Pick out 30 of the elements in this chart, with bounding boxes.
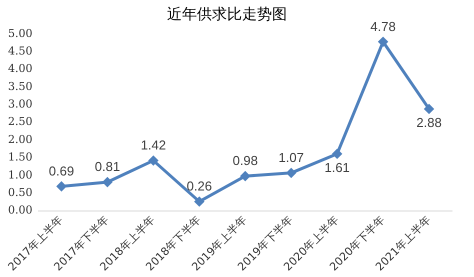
point <box>332 148 342 159</box>
data-label: 1.07 <box>278 150 304 166</box>
point <box>286 168 296 178</box>
data-label: 2.88 <box>416 115 442 130</box>
point <box>378 36 388 47</box>
data-label: 1.42 <box>140 138 166 153</box>
point <box>102 177 112 188</box>
point <box>240 171 250 182</box>
data-label: 0.98 <box>232 153 258 168</box>
point <box>56 181 66 192</box>
y-tick-label: 2.00 <box>8 132 32 146</box>
y-tick-label: 4.00 <box>8 62 32 76</box>
point <box>424 104 434 114</box>
y-tick-label: 0.50 <box>8 186 32 199</box>
y-tick-label: 1.50 <box>8 150 32 164</box>
point <box>194 196 204 207</box>
data-label: 0.81 <box>94 159 120 174</box>
y-tick-label: 4.50 <box>8 44 32 58</box>
y-tick-label: 1.00 <box>8 168 32 182</box>
y-tick-label: 3.00 <box>8 98 32 111</box>
y-tick-label: 5.00 <box>8 26 32 40</box>
data-label: 0.69 <box>48 163 74 178</box>
y-tick-label: 0.00 <box>8 204 32 217</box>
chart-title: 近年供求比走势图 <box>167 4 287 23</box>
y-tick-label: 2.50 <box>8 115 32 128</box>
data-label: 4.78 <box>370 18 396 34</box>
point <box>148 156 158 166</box>
y-tick-label: 3.50 <box>8 80 32 93</box>
data-label: 0.26 <box>186 178 212 194</box>
data-label: 1.61 <box>324 160 350 175</box>
